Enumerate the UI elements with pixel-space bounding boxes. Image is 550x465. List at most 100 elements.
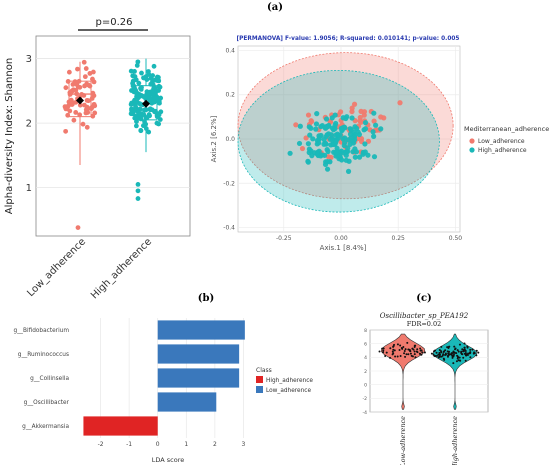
violin-data-point [460,350,463,353]
alpha-data-point [141,112,147,118]
violin-data-point [446,346,449,349]
alpha-data-point [129,88,134,93]
alpha-data-point [128,68,134,74]
alpha-data-point [132,74,138,79]
violin-data-point [410,354,413,357]
pcoa-data-point [314,151,320,157]
permanova-title: [PERMANOVA] F-value: 1.9056; R-squared: … [237,36,460,42]
violin-data-point [418,352,421,355]
pcoa-data-point [329,115,335,121]
lda-legend-high: High_adherence [266,378,313,384]
lda-category-label: g__Oscillibacter [24,400,70,406]
pcoa-data-point [349,105,355,111]
alpha-data-point [152,77,157,83]
violin-data-point [454,347,457,350]
violin-subtitle: FDR=0.02 [407,320,442,328]
violin-data-point [466,354,469,357]
alpha-data-point [149,107,155,113]
violin-data-point [414,344,417,347]
alpha-data-point [138,85,143,91]
pcoa-y-tick-label: 0.4 [225,47,235,54]
pcoa-data-point [333,139,339,146]
alpha-data-point [65,112,71,118]
pcoa-data-point [325,148,331,155]
violin-data-point [475,349,478,352]
violin-data-point [447,350,450,353]
violin-data-point [381,347,384,350]
alpha-data-point [134,91,140,97]
lda-x-tick-label: 0 [156,441,160,448]
lda-bar [157,344,240,364]
violin-data-point [421,351,424,354]
violin-data-point [448,353,451,356]
violin-data-point [382,349,385,352]
alpha-data-point [137,101,143,107]
pcoa-y-tick-label: 0.2 [225,92,235,99]
alpha-data-point [155,98,161,104]
pcoa-data-point [353,149,360,155]
violin-data-point [423,351,426,354]
lda-x-tick-label: 2 [213,441,217,448]
lda-bar-chart: -2 -1 0 1 2 3 g__Bifidobacterium g__Ruminococcu… [13,318,313,464]
alpha-data-point [147,113,153,119]
violin-data-point [469,356,472,359]
pcoa-data-point [314,111,320,117]
alpha-data-point [130,83,136,89]
violin-data-point [464,359,467,362]
violin-data-point [396,355,399,358]
lda-category-label: g__Akkermansia [22,424,69,430]
lda-x-axis-label: LDA score [152,456,185,464]
violin-data-point [462,356,465,359]
violin-data-point [437,353,440,356]
violin-data-point [468,352,471,355]
violin-y-tick-label: -2 [363,396,368,402]
alpha-data-point [151,63,157,69]
violin-data-point [446,355,449,358]
pcoa-data-point [297,123,303,129]
alpha-data-point [89,104,95,110]
alpha-data-point [65,79,71,84]
pcoa-legend-high: High_adherence [478,147,527,154]
pcoa-data-point [362,141,368,147]
alpha-data-point [135,59,141,65]
lda-legend-title: Class [256,367,272,374]
violin-data-point [443,350,446,353]
violin-data-point [434,354,437,357]
violin-data-point [456,357,459,360]
alpha-data-point [133,103,138,109]
pcoa-data-point [397,100,403,106]
violin-data-point [440,345,443,348]
pcoa-data-point [371,118,377,124]
alpha-data-point [146,69,151,74]
violin-data-point [393,349,396,352]
violin-data-point [466,346,469,349]
violin-data-point [416,348,419,351]
alpha-data-point [129,101,134,107]
violin-y-tick-label: 0 [364,382,367,388]
lda-x-tick-label: -1 [126,441,132,448]
violin-data-point [413,350,416,353]
pcoa-data-point [313,126,319,132]
pcoa-legend: Mediterranean_adherence Low_adherence Hi… [464,125,549,154]
lda-legend: Class High_adherence Low_adherence [256,367,313,394]
pcoa-legend-low: Low_adherence [478,138,525,145]
violin-y-tick-label: 2 [364,369,367,375]
lda-category-label: g__Collinsella [30,376,69,382]
pcoa-data-point [370,129,376,135]
alpha-plot-area [35,35,191,237]
violin-data-point [464,349,467,352]
violin-data-point [403,352,406,355]
alpha-data-point [150,73,156,78]
alpha-data-point [155,78,161,83]
violin-data-point [455,360,458,363]
alpha-data-point [72,79,78,85]
alpha-data-point [68,97,74,103]
pcoa-data-point [329,135,335,141]
violin-data-point [407,353,410,356]
violin-shape [380,333,426,410]
alpha-data-point [69,102,75,107]
violin-data-point [451,356,454,359]
pcoa-data-point [345,168,352,174]
alpha-data-point [83,107,89,113]
